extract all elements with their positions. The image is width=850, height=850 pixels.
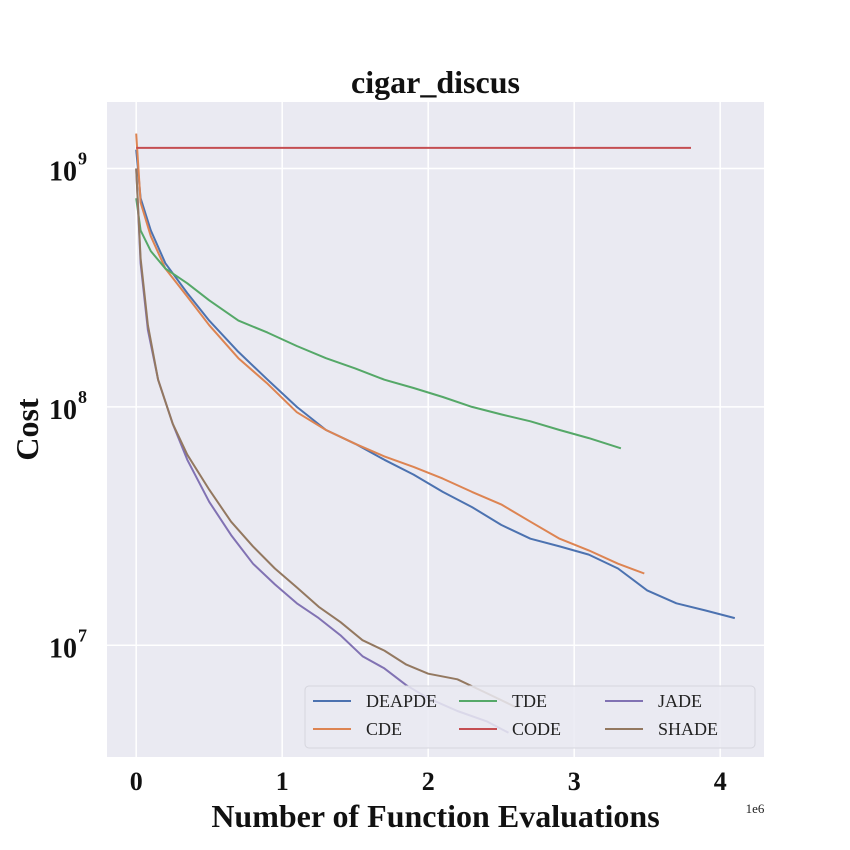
legend: DEAPDE CDE TDE CODE JADE SHADE xyxy=(304,685,756,749)
legend-label: SHADE xyxy=(658,719,718,739)
x-axis-label: Number of Function Evaluations xyxy=(211,798,659,834)
legend-label: CDE xyxy=(366,719,402,739)
y-tick-exponent: 7 xyxy=(78,625,87,645)
series-line-cde xyxy=(135,133,645,575)
x-tick-label: 4 xyxy=(714,767,727,796)
y-tick-label: 10 xyxy=(49,395,77,426)
legend-label: JADE xyxy=(658,691,702,711)
grid-lines xyxy=(107,102,764,757)
y-tick-label: 10 xyxy=(49,156,77,187)
chart-title: cigar_discus xyxy=(351,64,520,100)
legend-label: TDE xyxy=(512,691,547,711)
x-tick-label: 1 xyxy=(276,767,289,796)
series-line-deapde xyxy=(135,149,736,620)
y-axis-label: Cost xyxy=(9,398,45,461)
x-axis-offset-label: 1e6 xyxy=(746,801,765,816)
y-tick-exponent: 8 xyxy=(78,387,87,407)
x-ticks: 0 1 2 3 4 xyxy=(130,767,727,796)
x-tick-label: 3 xyxy=(568,767,581,796)
x-tick-label: 2 xyxy=(422,767,435,796)
y-tick-exponent: 9 xyxy=(78,148,87,168)
series-line-shade xyxy=(135,168,517,709)
x-tick-label: 0 xyxy=(130,767,143,796)
legend-label: CODE xyxy=(512,719,561,739)
legend-label: DEAPDE xyxy=(366,691,437,711)
y-tick-label: 10 xyxy=(49,633,77,664)
plot-area xyxy=(107,102,764,757)
series-line-tde xyxy=(135,198,622,450)
